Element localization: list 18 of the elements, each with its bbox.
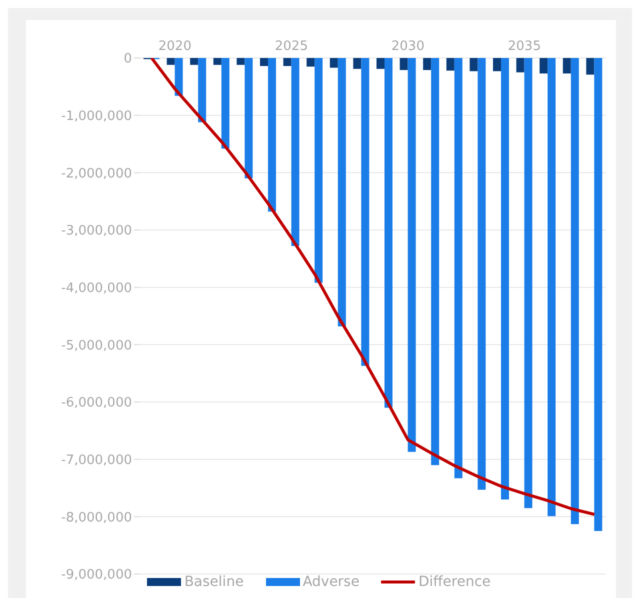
y-tick-label: -3,000,000: [61, 224, 132, 239]
y-tick-label: -4,000,000: [61, 280, 132, 296]
legend-label: Adverse: [302, 574, 360, 590]
y-tick-label: -8,000,000: [61, 510, 132, 526]
y-tick-label: -5,000,000: [61, 338, 132, 354]
y-tick-label: -2,000,000: [61, 166, 132, 182]
x-tick-label: 2025: [274, 39, 308, 54]
legend-label: Baseline: [184, 574, 244, 590]
x-tick-label: 2030: [391, 39, 424, 54]
x-tick-label: 2020: [158, 39, 192, 54]
x-tick-label: 2035: [508, 39, 541, 54]
y-tick-label: -6,000,000: [61, 396, 132, 411]
line-series: [150, 58, 596, 516]
y-tick-label: -1,000,000: [61, 108, 132, 124]
y-tick-label: 0: [124, 52, 132, 67]
legend-label: Difference: [418, 574, 491, 590]
y-tick-label: -7,000,000: [61, 452, 132, 468]
y-tick-label: -9,000,000: [61, 568, 132, 583]
